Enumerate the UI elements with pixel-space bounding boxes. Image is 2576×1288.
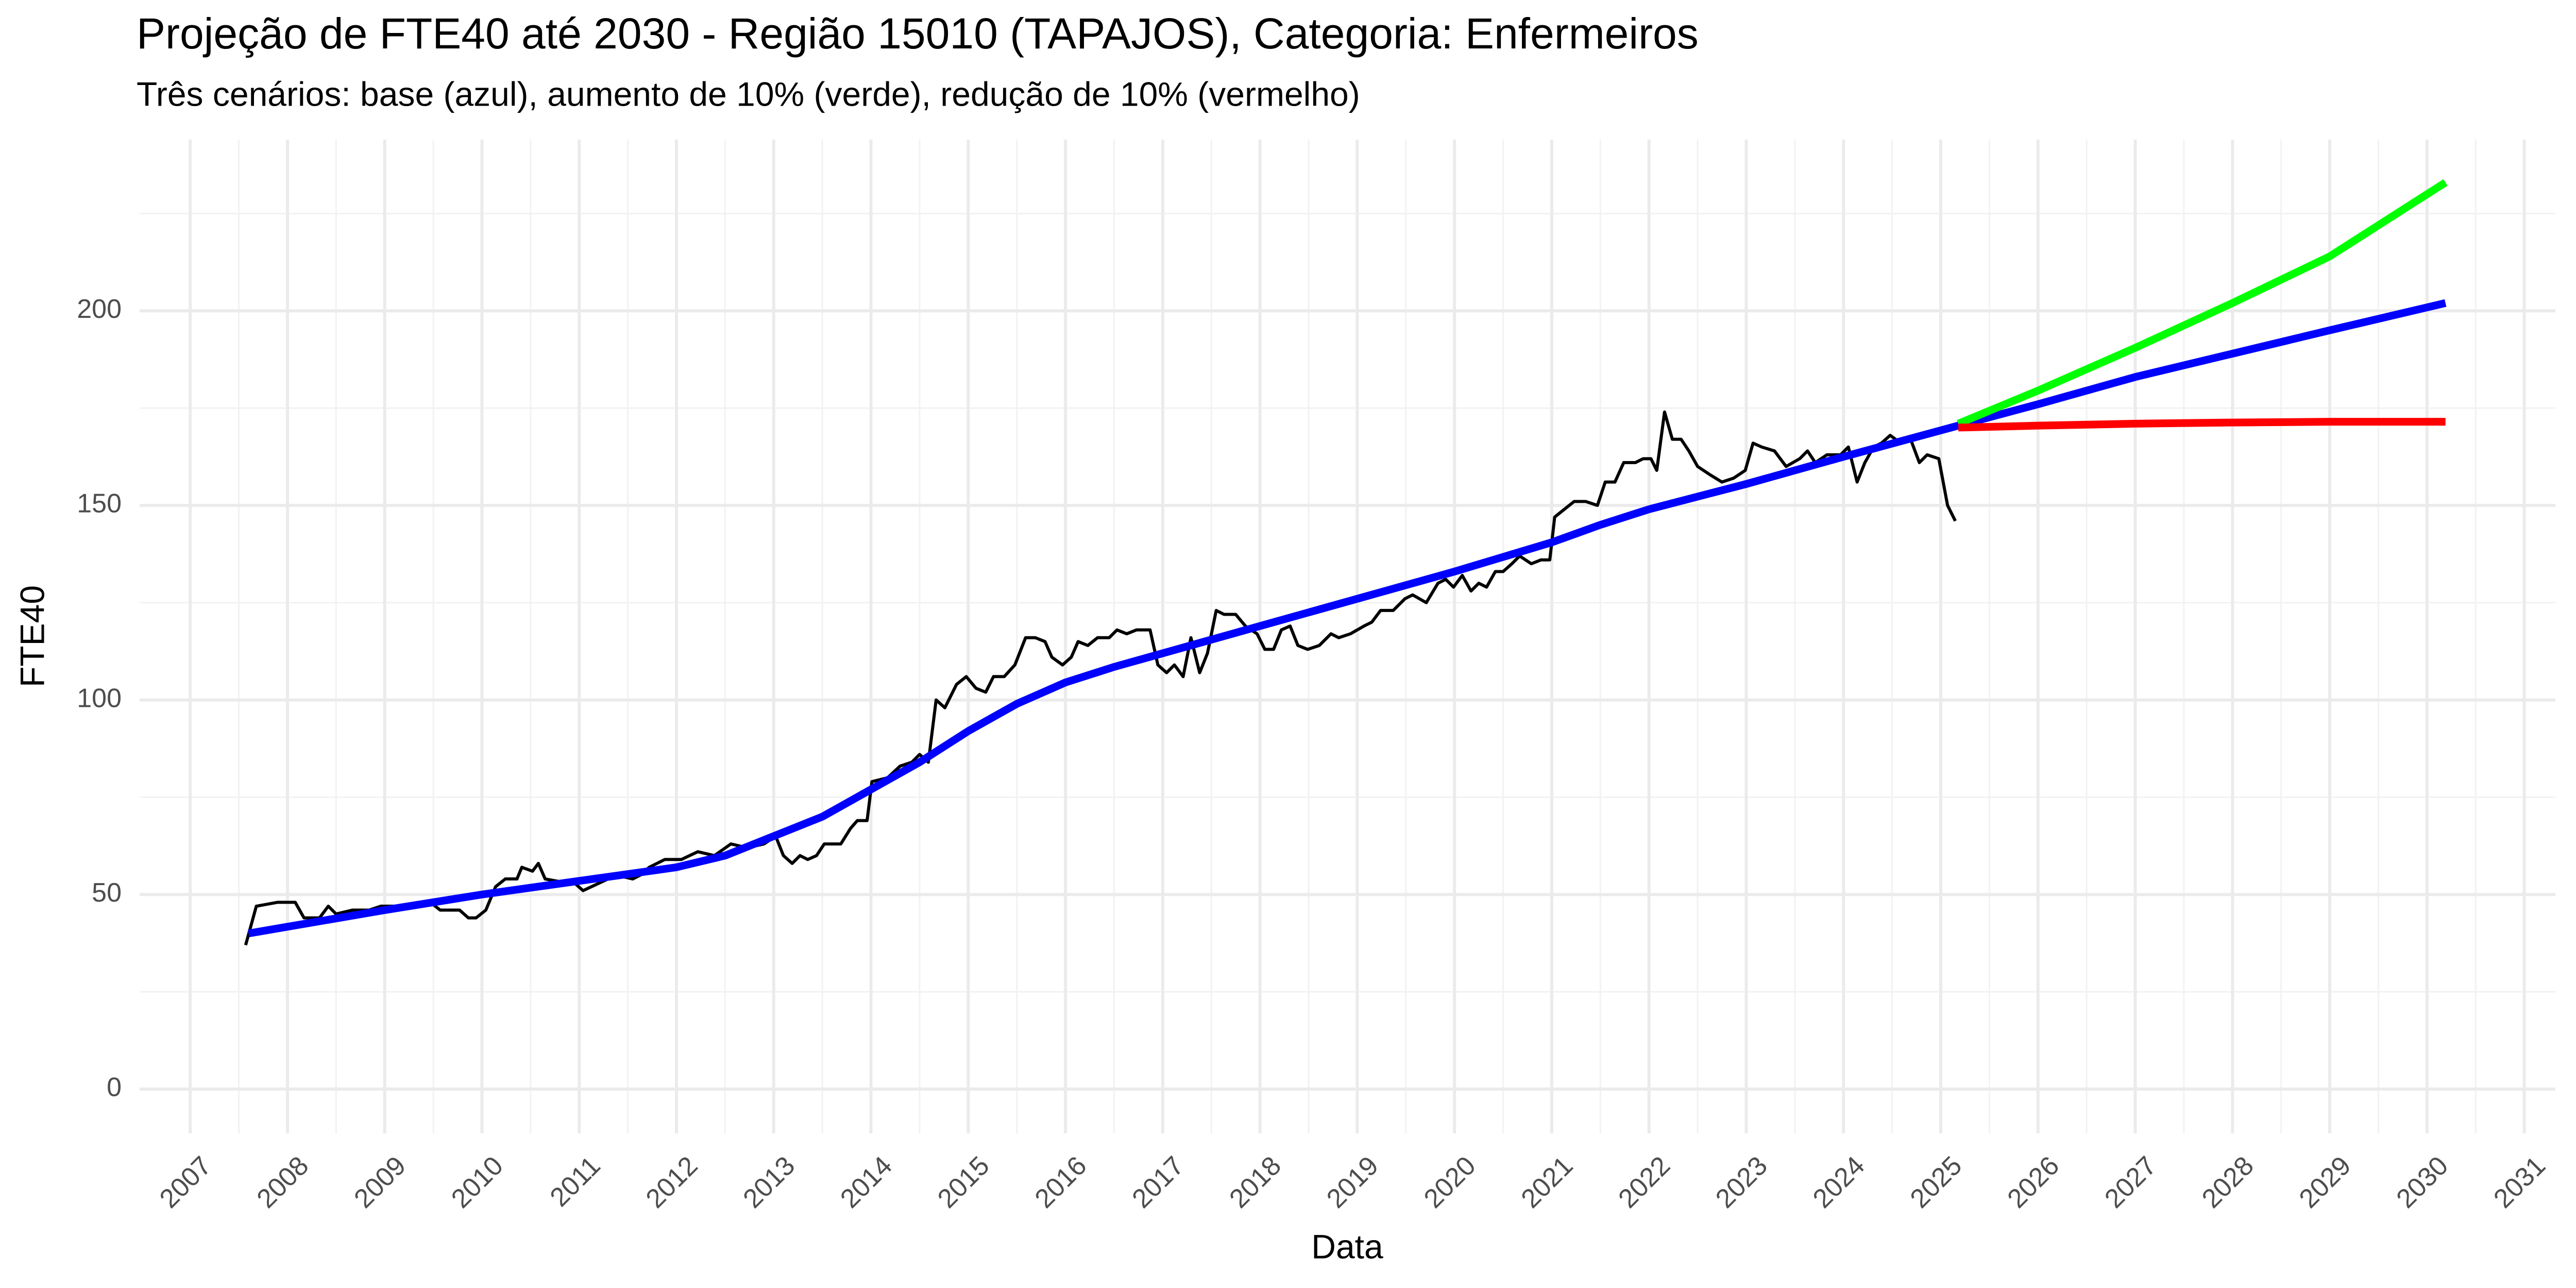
x-tick-label: 2031	[2488, 1150, 2551, 1214]
x-tick-label: 2020	[1418, 1150, 1482, 1214]
x-tick-label: 2024	[1807, 1150, 1871, 1214]
x-tick-label: 2009	[348, 1150, 412, 1214]
x-tick-label: 2014	[835, 1150, 898, 1214]
data-line	[1958, 418, 2446, 432]
x-tick-label: 2012	[640, 1150, 704, 1214]
y-tick-label: 50	[92, 878, 122, 908]
y-axis-title: FTE40	[13, 585, 51, 687]
x-tick-label: 2015	[932, 1150, 995, 1214]
x-tick-label: 2013	[737, 1150, 801, 1214]
y-tick-label: 200	[77, 294, 122, 324]
data-line	[244, 410, 1957, 946]
x-tick-label: 2008	[251, 1150, 315, 1214]
x-tick-label: 2028	[2196, 1150, 2260, 1214]
chart-title: Projeção de FTE40 até 2030 - Região 1501…	[137, 9, 1699, 58]
x-tick-label: 2010	[446, 1150, 509, 1214]
x-tick-label: 2030	[2391, 1150, 2454, 1214]
x-tick-label: 2011	[545, 1150, 606, 1212]
x-axis-title: Data	[1311, 1227, 1383, 1265]
x-tick-label: 2017	[1127, 1150, 1190, 1214]
x-tick-label: 2022	[1613, 1150, 1676, 1214]
y-tick-label: 0	[107, 1073, 122, 1103]
x-tick-label: 2029	[2294, 1150, 2357, 1214]
x-tick-label: 2021	[1516, 1150, 1579, 1214]
x-tick-label: 2019	[1321, 1150, 1384, 1214]
data-line	[248, 299, 2447, 938]
x-tick-label: 2023	[1710, 1150, 1773, 1214]
y-tick-label: 100	[77, 683, 122, 713]
x-tick-label: 2018	[1224, 1150, 1287, 1214]
chart-subtitle: Três cenários: base (azul), aumento de 1…	[137, 75, 1360, 113]
y-tick-label: 150	[77, 489, 122, 519]
x-tick-label: 2026	[2002, 1150, 2065, 1214]
x-tick-label: 2007	[154, 1150, 217, 1214]
x-tick-label: 2016	[1029, 1150, 1093, 1214]
x-tick-label: 2027	[2099, 1150, 2162, 1214]
data-line	[1957, 179, 2448, 428]
x-tick-label: 2025	[1905, 1150, 1968, 1214]
